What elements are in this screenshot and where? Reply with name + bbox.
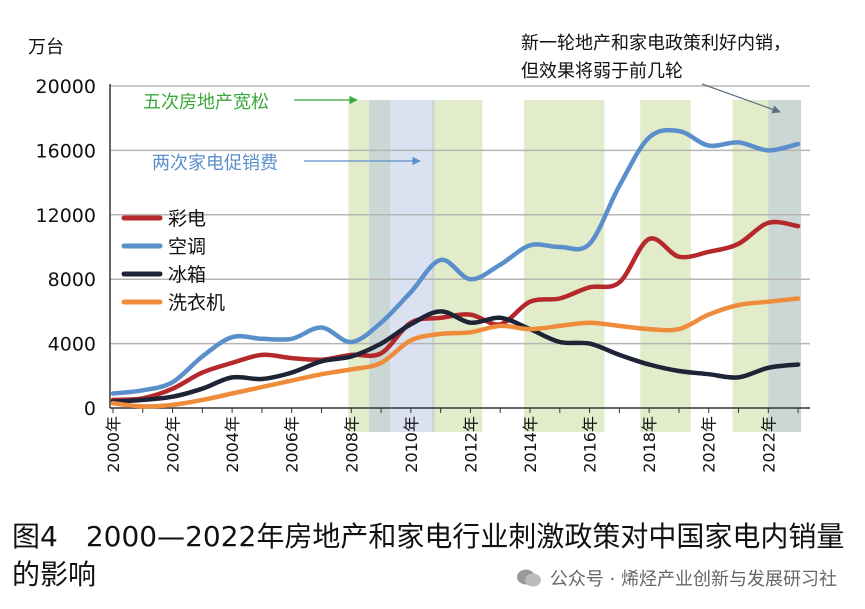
real-estate-period-3 (524, 100, 605, 432)
y-tick-0: 0 (84, 398, 96, 420)
x-axis: 2000年 2002年 2004年 2006年 2008年 2010年 2012年 2014年… (104, 407, 810, 473)
y-tick-12000: 12000 (36, 205, 96, 227)
watermark-text: 公众号 · 烯烃产业创新与发展研习社 (549, 569, 837, 590)
x-tick-label-2016: 2016年 (581, 416, 600, 473)
x-tick-label-2010: 2010年 (402, 416, 421, 473)
re-annotation: 五次房地产宽松 (143, 92, 269, 113)
appliance-period-1 (369, 100, 435, 432)
appliance-period-2 (768, 100, 802, 432)
y-tick-4000: 4000 (48, 334, 96, 356)
y-unit-label: 万台 (28, 37, 64, 58)
x-tick-label-2018: 2018年 (640, 416, 659, 473)
policy-arrow (701, 83, 781, 114)
series-lines (110, 127, 801, 409)
policy-annotation-line2: 但效果将弱于前几轮 (521, 61, 683, 82)
wechat-icon (516, 568, 542, 588)
figure-caption: 图4 2000—2022年房地产和家电行业刺激政策对中国家电内销量的影响 (12, 520, 845, 591)
real-estate-period-1 (348, 100, 390, 432)
legend-label-3: 冰箱 (168, 264, 206, 286)
x-tick-label-2022: 2022年 (759, 416, 778, 473)
y-tick-16000: 16000 (36, 140, 96, 162)
real-estate-period-4 (640, 100, 691, 432)
x-tick-label-2004: 2004年 (223, 416, 242, 473)
y-tick-20000: 20000 (36, 76, 96, 98)
watermark: 公众号 · 烯烃产业创新与发展研习社 (516, 565, 837, 591)
y-tick-8000: 8000 (48, 269, 96, 291)
x-tick-label-2020: 2020年 (700, 416, 719, 473)
x-tick-label-2012: 2012年 (461, 416, 480, 473)
legend-label-4: 洗衣机 (168, 292, 225, 314)
appliance-annotation: 两次家电促销费 (152, 153, 278, 174)
series-line-2 (110, 127, 801, 396)
real-estate-period-2 (431, 100, 483, 432)
x-tick-label-2014: 2014年 (521, 416, 540, 473)
x-tick-label-2006: 2006年 (283, 416, 302, 473)
x-tick-label-2002: 2002年 (164, 416, 183, 473)
series-line-4 (110, 296, 801, 409)
policy-annotation-line1: 新一轮地产和家电政策利好内销， (521, 33, 791, 54)
y-axis: 0 4000 8000 12000 16000 20000 万台 (28, 37, 111, 420)
x-tick-label-2008: 2008年 (342, 416, 361, 473)
grid-lines (110, 85, 810, 345)
x-tick-label-2000: 2000年 (104, 416, 123, 473)
legend-label-1: 彩电 (168, 208, 206, 230)
legend-label-2: 空调 (168, 236, 206, 258)
series-line-3 (110, 309, 801, 404)
